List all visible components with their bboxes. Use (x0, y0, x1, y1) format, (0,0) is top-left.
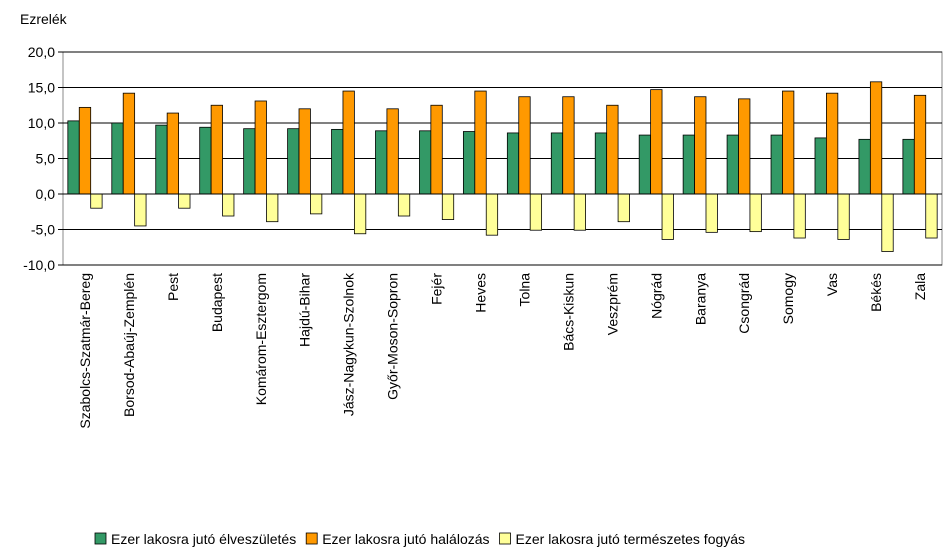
x-tick-label: Baranya (692, 273, 708, 325)
bar (310, 193, 323, 215)
bar (881, 193, 894, 252)
bar (298, 108, 311, 195)
bar (694, 96, 707, 195)
legend-swatch (94, 532, 107, 545)
bar (506, 132, 520, 195)
bar (199, 126, 212, 195)
x-tick-label: Veszprém (604, 273, 620, 335)
bar (111, 122, 124, 195)
y-tick-label: -10,0 (23, 257, 55, 273)
bar (682, 134, 695, 195)
y-axis-label: Ezrelék (20, 11, 68, 27)
bar (837, 193, 850, 240)
bar (342, 90, 355, 195)
bar (266, 193, 279, 223)
legend-swatch (305, 532, 318, 545)
x-tick-label: Hajdú-Bihar (297, 273, 313, 347)
y-tick-label: 5,0 (36, 151, 56, 167)
x-tick-label: Nógrád (648, 273, 664, 319)
x-tick-label: Győr-Moson-Sopron (385, 273, 401, 400)
bar (770, 134, 783, 195)
bar (90, 193, 103, 209)
bar (375, 130, 388, 195)
bar (430, 104, 443, 195)
bar (254, 100, 267, 195)
x-tick-label: Jász-Nagykun-Szolnok (341, 272, 357, 416)
bar (210, 104, 223, 195)
bar (925, 193, 938, 239)
x-tick-label: Pest (165, 273, 181, 301)
bar (243, 128, 256, 195)
bar (726, 134, 739, 195)
bar (573, 193, 586, 231)
bar (155, 124, 168, 195)
bar (617, 193, 630, 223)
bar (331, 128, 344, 195)
bar (474, 90, 487, 195)
bar (858, 138, 871, 195)
x-tick-label: Csongrád (736, 273, 752, 334)
x-tick-label: Békés (868, 273, 884, 312)
x-tick-label: Somogy (780, 273, 796, 324)
bar (178, 193, 191, 209)
legend-label: Ezer lakosra jutó élveszületés (111, 531, 296, 547)
legend-swatch (499, 532, 511, 545)
bar (441, 193, 455, 220)
bar (518, 96, 531, 195)
bar (419, 130, 432, 195)
bar (134, 193, 147, 227)
bar (166, 112, 179, 195)
x-tick-label: Budapest (209, 273, 225, 332)
legend-label: Ezer lakosra jutó természetes fogyás (516, 531, 746, 547)
bar (485, 193, 499, 236)
bar (793, 193, 806, 239)
y-tick-label: 0,0 (36, 186, 56, 202)
bar (287, 128, 300, 195)
bar (67, 120, 80, 195)
x-tick-label: Zala (912, 273, 928, 300)
bar (386, 108, 399, 195)
bar (462, 131, 476, 195)
legend-label: Ezer lakosra jutó halálozás (322, 531, 489, 547)
bar (122, 92, 136, 195)
y-tick-label: -5,0 (31, 222, 55, 238)
bar (869, 81, 883, 195)
x-tick-label: Fejér (429, 273, 445, 305)
y-tick-label: 20,0 (28, 44, 55, 60)
bar (550, 132, 564, 195)
x-tick-label: Vas (824, 273, 840, 296)
x-tick-label: Borsod-Abaúj-Zemplén (121, 273, 137, 417)
x-tick-label: Heves (473, 273, 489, 313)
bar (782, 90, 795, 195)
bar (562, 96, 575, 195)
bar (222, 193, 235, 217)
bar (705, 193, 718, 233)
x-tick-label: Szabolcs-Szatmár-Bereg (77, 273, 93, 429)
bar (606, 104, 619, 195)
x-tick-label: Bács-Kiskun (560, 273, 576, 351)
bar (826, 92, 839, 195)
x-tick-label: Tolna (516, 273, 532, 307)
x-tick-label: Komárom-Esztergom (253, 273, 269, 405)
bar (650, 89, 663, 195)
bar (913, 94, 927, 195)
bar (638, 134, 652, 195)
bar (902, 138, 915, 195)
bar (353, 193, 367, 235)
y-tick-label: 10,0 (28, 115, 55, 131)
bar (814, 137, 827, 195)
bar (738, 98, 751, 195)
bar (529, 193, 543, 231)
bar (78, 106, 92, 195)
bar (397, 193, 411, 217)
y-tick-label: 15,0 (28, 80, 55, 96)
bar (594, 132, 608, 195)
bar (749, 193, 762, 233)
bar (661, 193, 674, 240)
